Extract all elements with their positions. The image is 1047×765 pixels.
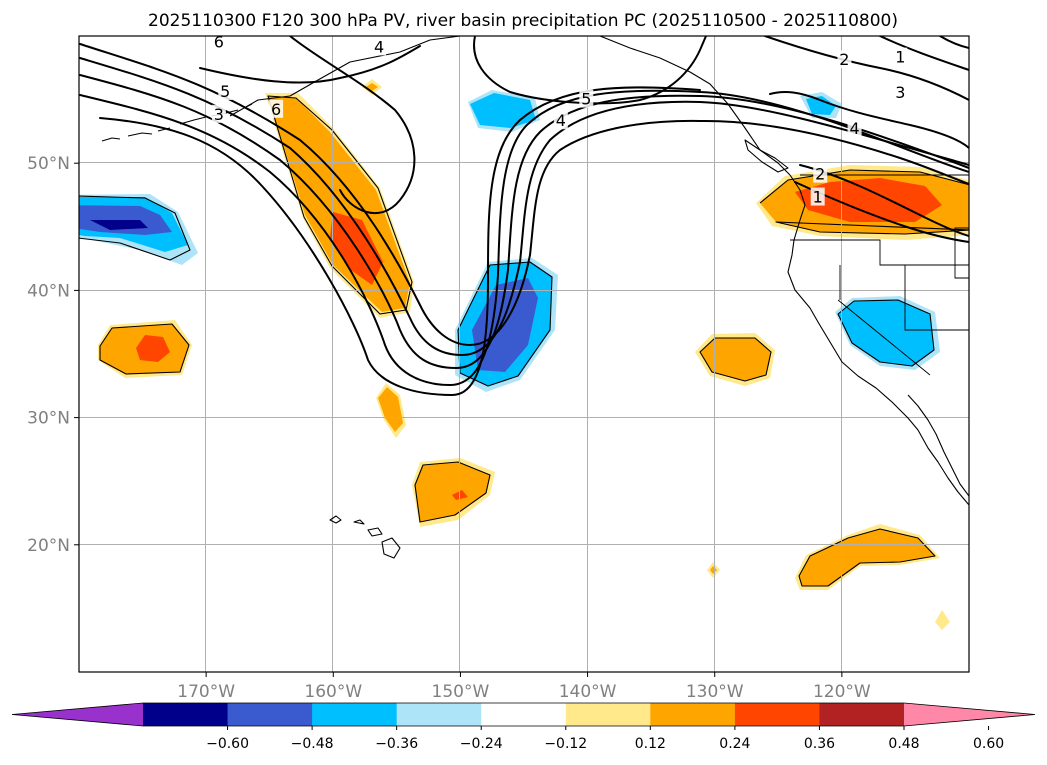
pv-label-halo xyxy=(269,99,284,118)
colorbar-tick-label: 0.60 xyxy=(973,736,1004,752)
y-tick-label: 50°N xyxy=(27,154,70,174)
y-tick-label: 20°N xyxy=(27,536,70,556)
pv-contour-label: 4 xyxy=(374,37,384,56)
colorbar-swatch xyxy=(734,703,820,726)
pv-contour-line xyxy=(79,43,969,346)
pv-contour-label: 2 xyxy=(839,50,849,69)
x-tick-label: 130°W xyxy=(686,682,744,702)
pv-label-halo xyxy=(810,187,825,206)
pv-contours xyxy=(79,36,969,396)
pc-anomaly-small-subtropical-positive xyxy=(378,387,403,432)
pv-label-halo xyxy=(893,47,908,66)
map-frame xyxy=(78,35,970,673)
x-tick-label: 120°W xyxy=(813,682,871,702)
pv-contour-label: 3 xyxy=(895,83,905,102)
pv-contour-line xyxy=(879,36,969,71)
pv-contour-label: 6 xyxy=(214,32,224,51)
colorbar-tick-label: 0.24 xyxy=(719,736,750,752)
pv-label-halo xyxy=(579,89,594,108)
pv-label-halo xyxy=(218,81,233,100)
colorbar-swatch xyxy=(312,703,398,726)
colorbar-tick-label: −0.24 xyxy=(460,736,503,752)
colorbar-tick-label: −0.36 xyxy=(375,736,418,752)
pv-contour-label: 3 xyxy=(214,105,224,124)
colorbar-tick-label: 0.36 xyxy=(804,736,835,752)
colorbar-tick-label: −0.60 xyxy=(206,736,249,752)
pv-contour-label: 5 xyxy=(220,82,230,101)
colorbar-tick-label: −0.48 xyxy=(291,736,334,752)
pv-label-halo xyxy=(211,36,226,51)
colorbar-swatch xyxy=(396,703,482,726)
pv-contour-label: 5 xyxy=(581,90,591,109)
gridlines xyxy=(79,36,969,672)
pv-contour-label: 1 xyxy=(895,48,905,67)
pv-label-halo xyxy=(837,50,852,69)
colorbar-tick-label: 0.12 xyxy=(635,736,666,752)
colorbar-tick-label: 0.48 xyxy=(888,736,919,752)
pv-contour-label: 4 xyxy=(556,111,566,130)
pv-contour-line xyxy=(79,89,969,386)
x-tick-label: 170°W xyxy=(177,682,235,702)
chart-title: 2025110300 F120 300 hPa PV, river basin … xyxy=(148,11,898,31)
colorbar-swatch xyxy=(565,703,651,726)
pv-contour-label: 6 xyxy=(271,100,281,119)
colorbar: −0.60 −0.48 −0.36 −0.24 −0.12 0.12 0.24 0.36 0.4… xyxy=(11,702,1036,752)
pv-contour-line xyxy=(289,36,416,215)
colorbar-swatch xyxy=(143,703,229,726)
pv-contour-line xyxy=(79,57,969,356)
pv-contour-line xyxy=(199,45,421,84)
pc-anomaly-eastern-pacific-positive xyxy=(700,338,771,381)
hawaii-islands xyxy=(329,515,401,559)
pv-contour-label: 1 xyxy=(813,188,823,207)
y-tick-label: 40°N xyxy=(27,281,70,301)
colorbar-extend-low xyxy=(12,703,143,726)
x-axis-ticks: 170°W 160°W 150°W 140°W 130°W 120°W xyxy=(177,672,871,702)
state-borders xyxy=(790,227,969,376)
y-tick-label: 30°N xyxy=(27,409,70,429)
colorbar-swatch xyxy=(227,703,313,726)
colorbar-swatch xyxy=(481,703,567,726)
x-tick-label: 140°W xyxy=(559,682,617,702)
y-axis-ticks: 20°N 30°N 40°N 50°N xyxy=(27,154,79,556)
pv-label-halo xyxy=(847,118,862,137)
baja-california xyxy=(907,394,969,497)
colorbar-tick-label: −0.12 xyxy=(544,736,587,752)
pv-contour-line xyxy=(764,36,969,101)
pv-contour-label: 4 xyxy=(849,119,859,138)
colorbar-swatch xyxy=(650,703,736,726)
pc-anomaly-hawaii-north-positive xyxy=(415,462,490,522)
vancouver-island xyxy=(744,139,789,173)
colorbar-extend-high xyxy=(904,703,1035,726)
pv-label-halo xyxy=(553,111,568,130)
pc-shading xyxy=(79,79,969,630)
pv-contour-label: 2 xyxy=(815,165,825,184)
pv-contour-line xyxy=(769,91,969,149)
pv-contour-line xyxy=(99,86,701,396)
pv-contour-line xyxy=(799,164,969,237)
pv-contour-line xyxy=(939,36,969,49)
aleutian-islands xyxy=(101,103,253,142)
pv-label-halo xyxy=(893,83,908,102)
pv-label-halo xyxy=(211,104,226,123)
pv-contour-line xyxy=(79,74,969,369)
north-america-west-coast xyxy=(787,174,969,506)
pv-label-halo xyxy=(813,164,828,183)
pv-label-halo xyxy=(372,37,387,56)
colorbar-swatch xyxy=(819,703,905,726)
pc-anomaly-bc-coast-negative xyxy=(806,96,836,115)
pc-anomaly-mexico-positive xyxy=(799,529,935,586)
x-tick-label: 160°W xyxy=(304,682,362,702)
x-tick-label: 150°W xyxy=(432,682,490,702)
